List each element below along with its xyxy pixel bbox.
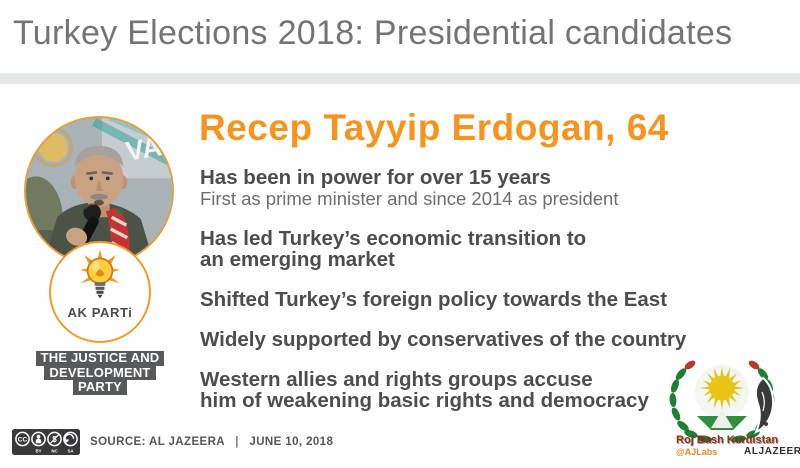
candidate-portrait-illustration: VA (26, 118, 172, 264)
party-logo: AK PARTi (49, 241, 151, 343)
watermark-title: Roj Bash Kurdistan (676, 434, 779, 446)
fact-item: Has been in power for over 15 years First… (200, 167, 686, 209)
fact-line: Has been in power for over 15 years (200, 166, 551, 189)
source-text: SOURCE: AL JAZEERA (90, 436, 225, 448)
fact-line: Widely supported by conservatives of the… (200, 328, 687, 351)
candidate-name-heading: Recep Tayyip Erdogan, 64 (199, 107, 669, 148)
fact-item: Western allies and rights groups accuse h… (200, 369, 686, 411)
party-badge-line: PARTY (72, 379, 128, 395)
fact-subtext: First as prime minister and since 2014 a… (200, 188, 619, 209)
photo-banner-text: VA (123, 130, 164, 167)
candidate-photo: VA (24, 116, 174, 266)
source-separator: | (235, 436, 239, 448)
sa-share-alike-icon (63, 431, 78, 447)
page-title: Turkey Elections 2018: Presidential cand… (13, 14, 733, 52)
svg-text:SA: SA (67, 449, 74, 454)
by-person-icon (31, 431, 46, 447)
party-badge-line: THE JUSTICE AND (35, 350, 165, 366)
svg-text:BY: BY (35, 449, 41, 454)
svg-text:NC: NC (51, 449, 58, 454)
aljazeera-calligraphy-icon (754, 376, 775, 434)
party-logo-label: AK PARTi (67, 305, 133, 320)
lightbulb-icon (79, 249, 121, 299)
fact-item: Widely supported by conservatives of the… (200, 329, 686, 350)
party-badge-line: DEVELOPMENT (44, 365, 156, 380)
sun-icon (700, 366, 744, 410)
party-name-badge: THE JUSTICE AND DEVELOPMENT PARTY (12, 350, 188, 395)
date-text: JUNE 10, 2018 (249, 436, 334, 448)
fact-item: Has led Turkey’s economic transition to a… (200, 228, 686, 270)
fact-line: an emerging market (200, 248, 395, 271)
facts-list: Has been in power for over 15 years First… (200, 167, 686, 430)
fact-line: Has led Turkey’s economic transition to (200, 227, 587, 250)
source-line: SOURCE: AL JAZEERA | JUNE 10, 2018 (90, 436, 333, 448)
cc-icon (15, 431, 30, 447)
fact-line: Western allies and rights groups accuse (200, 368, 593, 391)
fact-item: Shifted Turkey’s foreign policy towards … (200, 289, 686, 310)
nc-no-dollar-icon (47, 431, 62, 447)
header-divider-band (0, 73, 800, 84)
watermark-handle: @AJLabs (676, 447, 718, 457)
svg-text:CC: CC (18, 436, 28, 443)
fact-line: him of weakening basic rights and democr… (200, 389, 649, 412)
fact-line: Shifted Turkey’s foreign policy towards … (200, 288, 668, 311)
creative-commons-license-badge: CC $ BY NC SA (12, 429, 80, 455)
footer: CC $ BY NC SA SOURCE: AL JAZEERA | JUNE … (12, 429, 333, 455)
